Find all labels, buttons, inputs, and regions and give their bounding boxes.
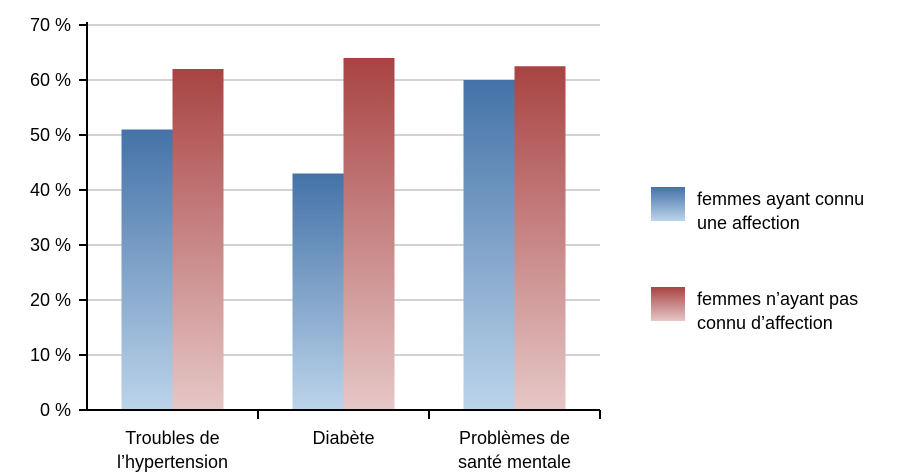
x-category-label: Problèmes de santé mentale (458, 428, 571, 472)
y-tick-label: 40 % (30, 180, 71, 200)
x-category-label: Troubles de l’hypertension (117, 428, 228, 472)
y-tick-label: 20 % (30, 290, 71, 310)
bar-series-1-cat-3 (463, 80, 515, 410)
bar-series-2-cat-1 (172, 69, 224, 410)
legend-label-series-2: femmes n’ayant pas connu d’affection (697, 289, 858, 333)
y-tick-labels: 0 % 10 % 20 % 30 % 40 % 50 % 60 % 70 % (30, 15, 71, 420)
y-tick-label: 60 % (30, 70, 71, 90)
legend: femmes ayant connu une affection femmes n’… (651, 187, 864, 333)
bar-series-1-cat-1 (121, 129, 173, 410)
bar-series-1-cat-2 (292, 173, 344, 410)
bar-series-2-cat-3 (514, 66, 566, 410)
legend-swatch-series-2 (651, 287, 685, 321)
axes (79, 22, 601, 419)
y-tick-label: 70 % (30, 15, 71, 35)
legend-label-series-1: femmes ayant connu une affection (697, 189, 864, 233)
bar-series-2-cat-2 (343, 58, 395, 410)
y-tick-label: 30 % (30, 235, 71, 255)
legend-swatch-series-1 (651, 187, 685, 221)
x-category-label: Diabète (312, 428, 374, 448)
bars (121, 58, 566, 410)
x-category-labels: Troubles de l’hypertension Diabète Problème… (117, 428, 571, 472)
y-tick-label: 10 % (30, 345, 71, 365)
y-tick-label: 50 % (30, 125, 71, 145)
y-tick-label: 0 % (40, 400, 71, 420)
